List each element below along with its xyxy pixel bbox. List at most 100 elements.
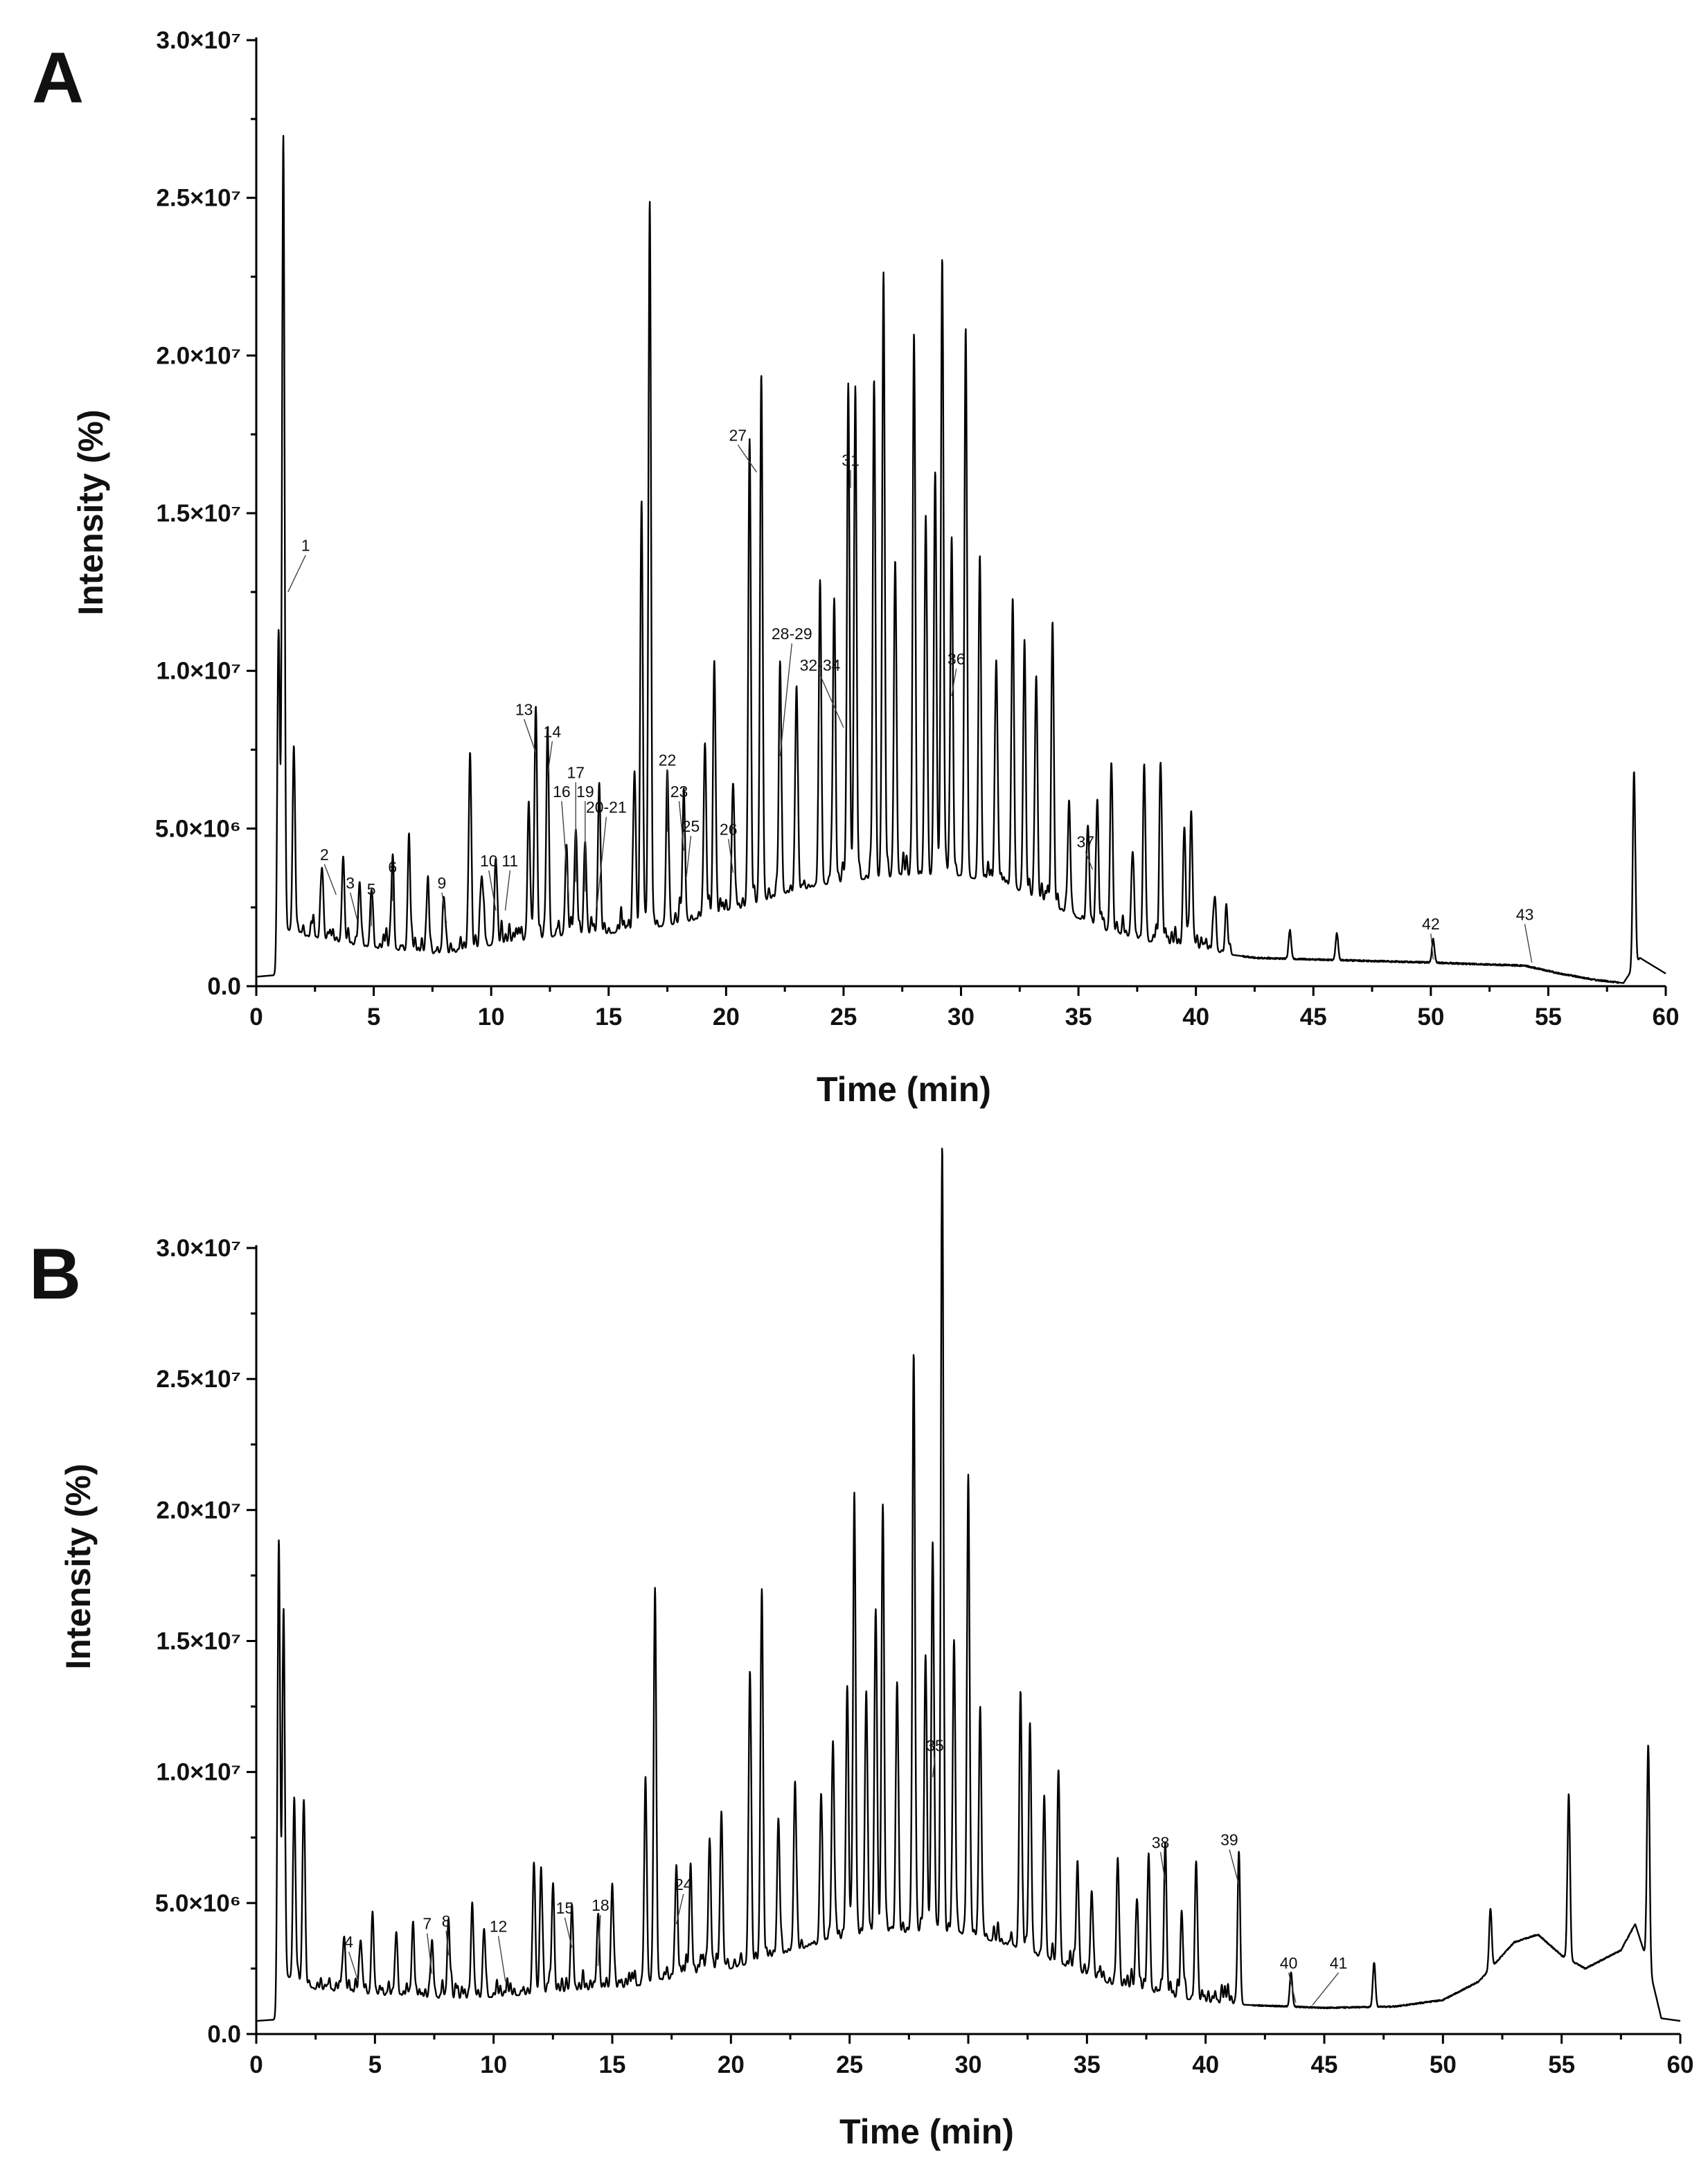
peak-leader-a [779, 643, 792, 756]
peak-label-a: 19 [576, 783, 594, 801]
x-tick-label-b: 5 [368, 2051, 382, 2078]
peak-label-a: 37 [1076, 833, 1094, 851]
peak-leader-a [546, 741, 553, 776]
y-tick-label-b: 0.0 [207, 2021, 241, 2048]
peak-leader-b [1229, 1849, 1240, 1885]
peak-leader-a [561, 801, 569, 895]
x-tick-label-a: 45 [1300, 1004, 1327, 1031]
y-tick-label-a: 0.0 [207, 973, 241, 1000]
peak-label-a: 23 [670, 783, 688, 801]
peak-label-b: 12 [490, 1917, 508, 1935]
peak-leader-b [445, 1930, 450, 1956]
peak-label-b: 8 [442, 1912, 451, 1930]
peak-leader-a [737, 444, 758, 473]
y-tick-label-a: 2.0×10⁷ [157, 342, 241, 369]
peak-leader-b [675, 1893, 684, 1925]
peak-label-a: 11 [501, 852, 518, 870]
peak-leader-a [596, 817, 607, 908]
peak-leader-a [1524, 924, 1533, 963]
x-axis-label-a: Time (min) [817, 1070, 991, 1109]
peak-leader-b [597, 1915, 601, 1966]
x-tick-label-b: 30 [955, 2051, 982, 2078]
peak-leader-a [1085, 851, 1094, 870]
peak-label-a: 27 [729, 426, 747, 444]
y-tick-label-a: 5.0×10⁶ [155, 815, 241, 842]
peak-label-a: 17 [567, 763, 585, 781]
peak-label-a: 14 [544, 722, 562, 740]
peak-label-a: 22 [659, 751, 677, 769]
peak-leader-b [1159, 1852, 1166, 1882]
x-tick-label-b: 10 [480, 2051, 507, 2078]
peak-label-a: 42 [1422, 915, 1440, 933]
x-tick-label-a: 60 [1653, 1004, 1680, 1031]
x-tick-label-a: 55 [1535, 1004, 1562, 1031]
x-tick-label-a: 40 [1182, 1004, 1209, 1031]
x-tick-label-a: 15 [595, 1004, 622, 1031]
peak-leader-a [523, 719, 537, 753]
peak-leader-a [441, 892, 447, 924]
x-tick-label-a: 25 [830, 1004, 857, 1031]
peak-label-a: 28-29 [772, 625, 812, 643]
peak-label-b: 7 [422, 1915, 432, 1933]
y-axis-label-a: Intensity (%) [71, 409, 110, 615]
peak-leader-a [819, 675, 844, 728]
y-tick-label-b: 1.0×10⁷ [157, 1759, 241, 1786]
x-tick-label-a: 30 [948, 1004, 975, 1031]
peak-label-a: 6 [388, 858, 397, 876]
peak-label-a: 26 [720, 820, 738, 838]
y-tick-label-b: 1.5×10⁷ [157, 1628, 241, 1655]
x-tick-label-b: 20 [718, 2051, 745, 2078]
peak-leader-b [564, 1917, 573, 1948]
panel-letter-b: B [29, 1234, 81, 1314]
peak-label-b: 35 [926, 1736, 944, 1754]
peak-label-a: 20-21 [586, 799, 627, 817]
peak-leader-a [488, 870, 497, 911]
peak-label-b: 24 [675, 1875, 693, 1893]
y-tick-label-b: 2.5×10⁷ [157, 1366, 241, 1393]
peak-label-a: 43 [1516, 905, 1534, 923]
peak-label-a: 10 [480, 852, 498, 870]
peak-leader-a [728, 839, 734, 873]
x-tick-label-b: 0 [249, 2051, 263, 2078]
x-tick-label-a: 0 [249, 1004, 263, 1031]
x-tick-label-a: 10 [478, 1004, 505, 1031]
peak-leader-a [504, 870, 510, 911]
peak-leader-a [287, 555, 306, 593]
x-tick-label-b: 45 [1311, 2051, 1338, 2078]
x-axis-label-b: Time (min) [839, 2112, 1014, 2151]
y-tick-label-a: 3.0×10⁷ [157, 27, 241, 54]
peak-label-a: 9 [438, 874, 447, 892]
peak-label-a: 25 [682, 817, 700, 835]
peak-leader-a [349, 892, 358, 920]
x-tick-label-b: 60 [1667, 2051, 1694, 2078]
peak-label-b: 18 [591, 1896, 610, 1914]
peak-label-a: 32-34 [800, 657, 841, 675]
peak-leader-b [1288, 1972, 1297, 2003]
y-tick-label-a: 1.0×10⁷ [157, 658, 241, 685]
x-tick-label-b: 55 [1548, 2051, 1575, 2078]
chromatogram-trace-a [256, 134, 1666, 984]
x-tick-label-a: 20 [713, 1004, 740, 1031]
peak-label-a: 3 [346, 874, 355, 892]
peak-label-b: 39 [1220, 1831, 1238, 1849]
y-axis-label-b: Intensity (%) [59, 1463, 98, 1669]
panel-b: B 4 7 8 12 15 18 24 35 38 39 40 41 0 5 10 15 20 25 30 35 40… [29, 1148, 1694, 2151]
peak-leader-b [932, 1755, 936, 1778]
y-tick-label-b: 3.0×10⁷ [157, 1235, 241, 1262]
y-tick-label-a: 1.5×10⁷ [157, 500, 241, 527]
peak-leader-a [678, 801, 684, 851]
chromatogram-trace-b [256, 1148, 1681, 2022]
y-tick-label-a: 2.5×10⁷ [157, 185, 241, 212]
x-tick-label-a: 35 [1065, 1004, 1092, 1031]
peak-label-b: 15 [556, 1899, 574, 1917]
peak-leader-a [323, 864, 337, 895]
panel-letter-a: A [32, 38, 84, 118]
peak-leader-a [685, 835, 692, 880]
peak-label-a: 5 [367, 880, 376, 898]
peak-leader-b [497, 1936, 506, 1982]
x-tick-label-b: 15 [599, 2051, 626, 2078]
peak-label-a: 16 [553, 783, 571, 801]
x-tick-label-b: 50 [1430, 2051, 1457, 2078]
